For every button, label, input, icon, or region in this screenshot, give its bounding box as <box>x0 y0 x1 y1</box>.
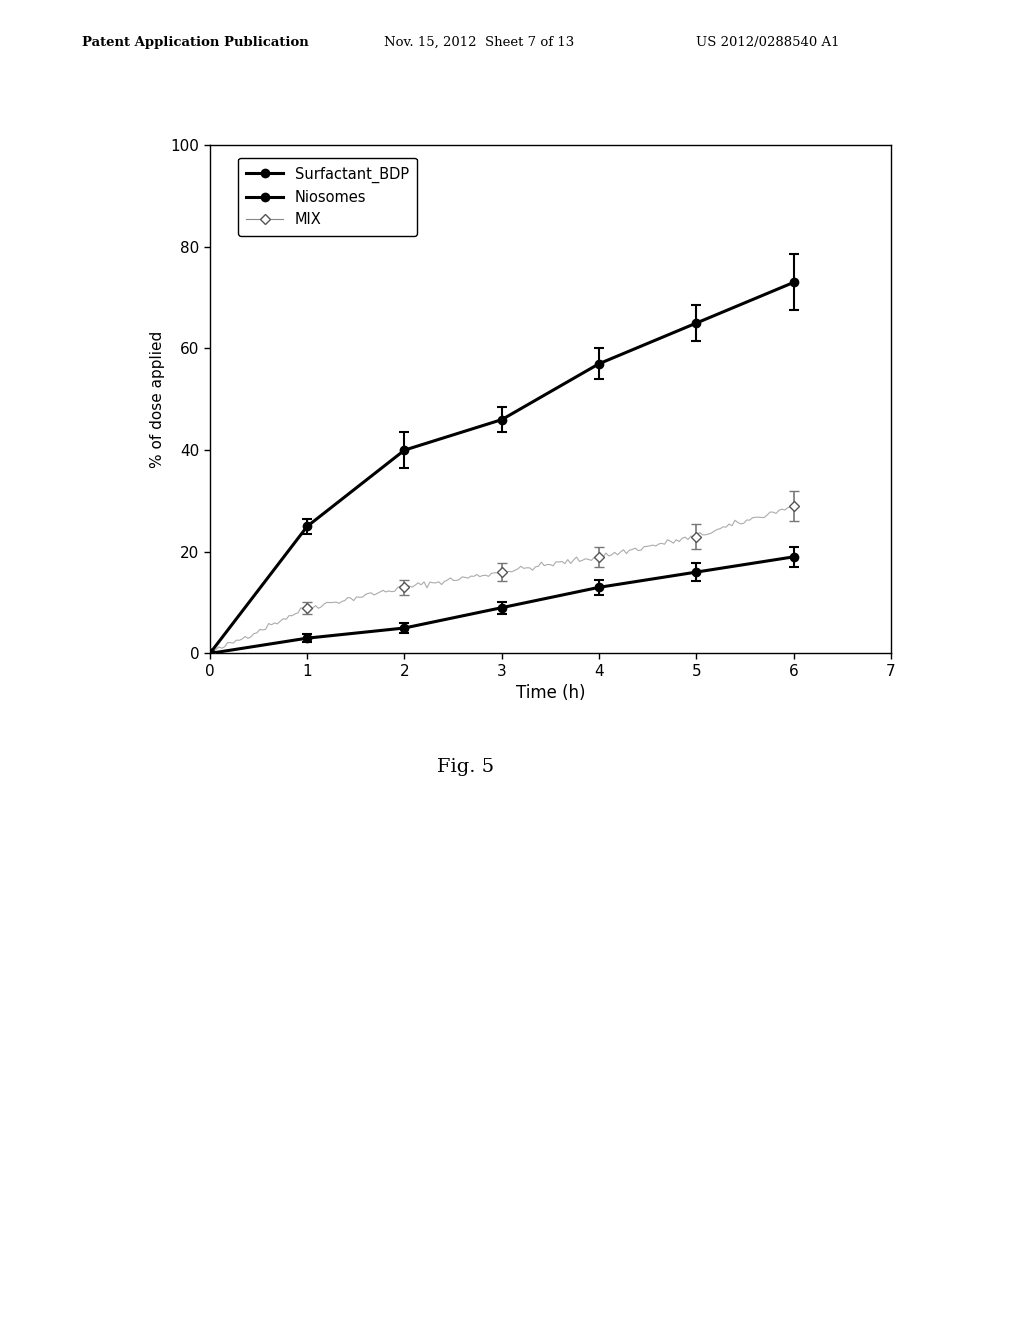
Legend: Surfactant_BDP, Niosomes, MIX: Surfactant_BDP, Niosomes, MIX <box>238 157 418 236</box>
Y-axis label: % of dose applied: % of dose applied <box>151 331 165 467</box>
X-axis label: Time (h): Time (h) <box>516 684 585 702</box>
Text: Patent Application Publication: Patent Application Publication <box>82 36 308 49</box>
Text: Fig. 5: Fig. 5 <box>437 758 495 776</box>
Text: US 2012/0288540 A1: US 2012/0288540 A1 <box>696 36 840 49</box>
Text: Nov. 15, 2012  Sheet 7 of 13: Nov. 15, 2012 Sheet 7 of 13 <box>384 36 574 49</box>
